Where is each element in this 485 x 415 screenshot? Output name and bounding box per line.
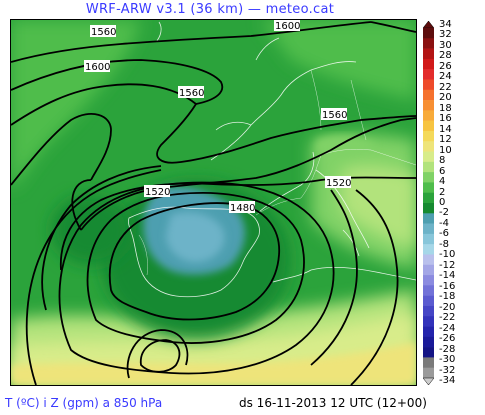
colorbar-swatch	[423, 28, 434, 39]
colorbar-label: -6	[439, 228, 449, 240]
colorbar-max-arrow	[422, 20, 435, 29]
colorbar-swatch	[423, 130, 434, 142]
colorbar-swatch	[423, 367, 434, 379]
colorbar-label: -4	[439, 217, 449, 229]
colorbar-label: -14	[439, 270, 456, 282]
colorbar-swatch	[423, 305, 434, 317]
colorbar-label: -30	[439, 354, 456, 366]
colorbar-label: 8	[439, 155, 446, 167]
colorbar-swatch	[423, 100, 434, 111]
colorbar-label: 10	[439, 144, 452, 156]
contour-label: 1560	[91, 27, 116, 38]
colorbar-label: -26	[439, 333, 456, 345]
colorbar-label: 20	[439, 92, 452, 104]
colorbar-label: -24	[439, 322, 456, 334]
colorbar-swatch	[423, 357, 434, 369]
colorbar-label: -32	[439, 364, 456, 376]
colorbar-swatch	[423, 285, 434, 296]
colorbar-swatch	[423, 110, 434, 121]
colorbar-label: 12	[439, 134, 452, 146]
colorbar-label: 32	[439, 29, 452, 41]
contour-label: 1520	[326, 178, 351, 189]
colorbar-swatch	[423, 48, 434, 60]
colorbar-label: 18	[439, 102, 452, 114]
contour-label: 1600	[275, 21, 300, 32]
colorbar-label: -18	[439, 291, 456, 303]
variable-label: T (ºC) i Z (gpm) a 850 hPa	[5, 396, 163, 410]
colorbar-swatch	[423, 69, 434, 80]
colorbar-label: -10	[439, 249, 456, 261]
contour-label: 1480	[230, 203, 255, 214]
colorbar-swatch	[423, 213, 434, 224]
colorbar-label: 24	[439, 71, 452, 83]
contour-label: 1600	[85, 62, 110, 73]
colorbar-swatch	[423, 233, 434, 245]
colorbar-swatch	[423, 264, 434, 276]
colorbar-label: -16	[439, 280, 456, 292]
temperature-field	[11, 20, 416, 385]
contour-label: 1520	[145, 187, 170, 198]
colorbar-swatch	[423, 336, 434, 348]
contour-label: 1560	[179, 88, 204, 99]
colorbar-swatch	[423, 254, 434, 266]
colorbar-swatch	[423, 141, 434, 152]
colorbar-swatch	[423, 58, 434, 70]
colorbar-swatch	[423, 347, 434, 358]
colorbar-swatch	[423, 223, 434, 235]
contour-label: 1560	[322, 110, 347, 121]
colorbar-swatch	[423, 120, 434, 132]
colorbar-label: -12	[439, 259, 456, 271]
forecast-datetime: ds 16-11-2013 12 UTC (12+00)	[239, 396, 427, 410]
colorbar-swatch	[423, 182, 434, 194]
colorbar-label: 14	[439, 123, 452, 135]
colorbar-min-arrow	[422, 377, 435, 386]
colorbar-swatch	[423, 161, 434, 173]
colorbar-label: 26	[439, 60, 452, 72]
colorbar-swatch	[423, 151, 434, 163]
colorbar-label: 4	[439, 176, 446, 188]
colorbar-swatch	[423, 295, 434, 307]
height-contours	[11, 21, 416, 385]
colorbar-swatch	[423, 275, 434, 286]
colorbar-swatch	[423, 326, 434, 338]
colorbar-label: -22	[439, 312, 456, 324]
colorbar-label: -28	[439, 343, 456, 355]
colorbar-label: 0	[439, 197, 446, 208]
colorbar-label: -2	[439, 207, 449, 219]
temperature-colorbar	[422, 20, 435, 386]
colorbar-swatch	[423, 89, 434, 101]
colorbar-label: -8	[439, 238, 449, 250]
colorbar-swatch	[423, 172, 434, 183]
colorbar-swatch	[423, 316, 434, 327]
colorbar-swatch	[423, 79, 434, 91]
colorbar-label: -20	[439, 301, 456, 313]
colorbar-swatch	[423, 203, 434, 214]
colorbar-label: 16	[439, 113, 452, 125]
map-title: WRF-ARW v3.1 (36 km) — meteo.cat	[85, 2, 335, 17]
colorbar-label: -34	[439, 375, 456, 386]
colorbar-swatch	[423, 38, 434, 49]
colorbar-label: 6	[439, 165, 446, 177]
colorbar-label: 28	[439, 50, 452, 62]
colorbar-swatch	[423, 192, 434, 204]
colorbar-swatch	[423, 244, 434, 255]
contour-labels: 1560 1600 1600 1560 1560 1520 1520 1480	[84, 20, 351, 214]
colorbar-label: 30	[439, 39, 452, 51]
forecast-map: 1560 1600 1600 1560 1560 1520 1520 1480	[10, 19, 417, 386]
colorbar-label: 34	[439, 19, 452, 30]
colorbar-label: 22	[439, 81, 452, 93]
colorbar-label: 2	[439, 186, 446, 198]
